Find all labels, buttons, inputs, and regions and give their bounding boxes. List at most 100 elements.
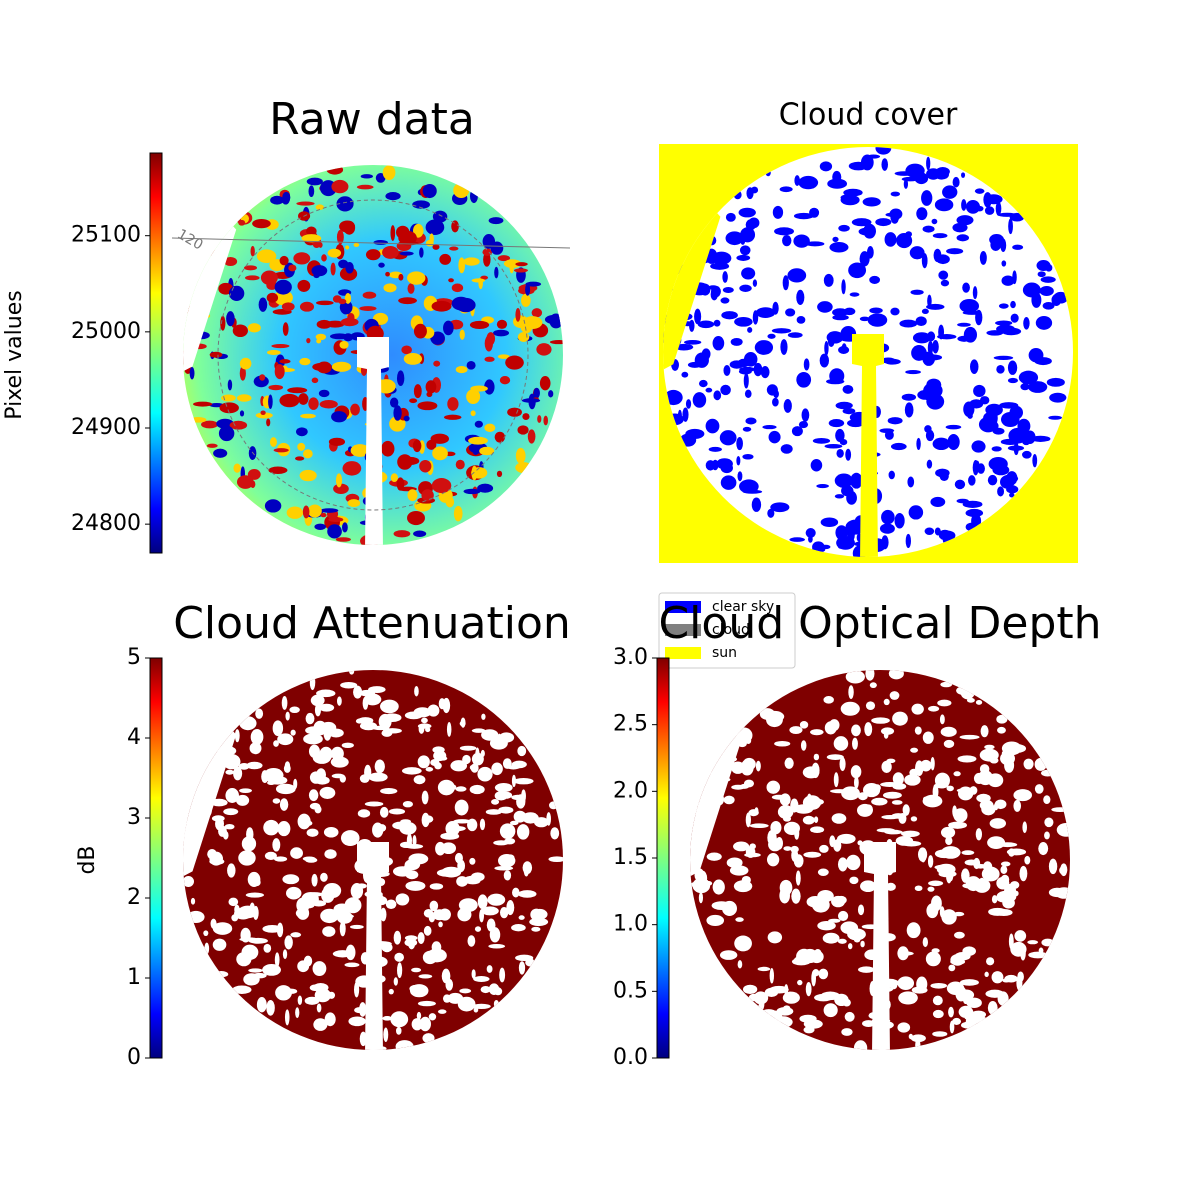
sky-blob xyxy=(925,951,941,967)
sky-blob xyxy=(841,279,846,295)
sky-blob xyxy=(914,885,923,891)
sky-blob xyxy=(454,799,469,816)
sky-blob xyxy=(494,791,508,801)
sky-blob xyxy=(1023,316,1030,330)
sky-blob xyxy=(343,333,354,342)
sky-blob xyxy=(460,717,466,728)
sky-blob xyxy=(926,459,933,469)
sky-blob xyxy=(699,283,711,296)
sky-blob xyxy=(279,798,289,811)
sky-blob xyxy=(321,887,335,903)
sky-blob xyxy=(327,524,342,539)
sky-blob xyxy=(333,483,349,494)
sky-blob xyxy=(413,323,427,339)
sky-blob xyxy=(419,1016,431,1032)
sky-blob xyxy=(684,340,702,345)
sky-blob xyxy=(782,275,789,291)
sky-blob xyxy=(828,918,841,923)
sky-blob xyxy=(518,915,525,920)
sky-blob xyxy=(331,361,352,372)
sky-blob xyxy=(860,880,877,893)
sky-blob xyxy=(712,336,725,351)
sky-blob xyxy=(466,389,481,404)
sky-blob xyxy=(931,218,938,225)
sky-blob xyxy=(450,760,468,772)
sky-blob xyxy=(839,757,846,772)
sky-blob xyxy=(745,812,751,828)
legend-label: cloud xyxy=(712,622,750,638)
sky-blob xyxy=(1024,855,1031,865)
sky-blob xyxy=(378,713,392,730)
sky-blob xyxy=(961,868,970,883)
sky-blob xyxy=(499,376,511,385)
sky-blob xyxy=(915,760,924,776)
sky-blob xyxy=(940,279,950,287)
sky-blob xyxy=(755,760,761,772)
sky-blob xyxy=(833,772,839,788)
sky-blob xyxy=(530,908,543,921)
sky-blob xyxy=(1018,370,1039,385)
sky-blob xyxy=(843,188,863,197)
sky-blob xyxy=(920,852,926,863)
sky-blob xyxy=(741,267,756,280)
sky-blob xyxy=(522,861,533,875)
sky-blob xyxy=(468,436,488,445)
sky-blob xyxy=(869,682,877,689)
sky-blob xyxy=(783,821,800,835)
sky-blob xyxy=(307,504,322,518)
sky-blob xyxy=(1040,276,1056,283)
sky-blob xyxy=(1023,758,1034,770)
sky-blob xyxy=(849,292,860,297)
sky-blob xyxy=(190,897,196,905)
sky-blob xyxy=(770,502,790,513)
sky-blob xyxy=(962,991,969,1005)
sky-blob xyxy=(315,333,327,341)
sky-blob xyxy=(428,1013,437,1021)
sky-blob xyxy=(350,883,364,899)
sky-blob xyxy=(256,997,267,1013)
sky-blob xyxy=(837,910,849,921)
sky-blob xyxy=(353,242,360,247)
sky-blob xyxy=(915,316,927,327)
sky-blob xyxy=(798,421,809,429)
sky-blob xyxy=(903,178,909,189)
sky-blob xyxy=(371,725,390,731)
sky-blob xyxy=(466,361,476,370)
legend-label: sun xyxy=(712,645,737,661)
sky-blob xyxy=(1001,260,1007,267)
sky-blob xyxy=(846,854,861,871)
sky-blob xyxy=(840,701,860,716)
sky-blob xyxy=(370,686,384,692)
sky-image xyxy=(663,147,1073,557)
sky-blob xyxy=(518,890,537,898)
sky-blob xyxy=(1020,383,1030,391)
sky-blob xyxy=(455,297,476,313)
sky-blob xyxy=(881,158,889,171)
sky-blob xyxy=(890,442,907,451)
sky-blob xyxy=(949,1020,955,1034)
sky-blob xyxy=(308,744,320,758)
sky-blob xyxy=(799,721,809,729)
sky-blob xyxy=(888,670,904,680)
sky-blob xyxy=(497,733,502,747)
sky-blob xyxy=(921,253,928,269)
sky-blob xyxy=(264,851,277,860)
sky-blob xyxy=(477,483,494,493)
sky-blob xyxy=(793,234,810,248)
sky-blob xyxy=(312,983,329,993)
sky-blob xyxy=(722,271,728,283)
sky-blob xyxy=(289,706,300,714)
sky-blob xyxy=(232,985,252,994)
sky-blob xyxy=(233,766,243,781)
sky-blob xyxy=(783,846,792,851)
sky-blob xyxy=(345,261,354,274)
sky-blob xyxy=(481,906,499,916)
sky-blob xyxy=(515,308,521,322)
sky-blob xyxy=(1027,940,1039,945)
sky-blob xyxy=(926,903,939,919)
sky-blob xyxy=(733,880,753,893)
sky-blob xyxy=(1050,887,1063,896)
sky-blob xyxy=(1000,865,1008,874)
sky-blob xyxy=(810,458,823,472)
sky-blob xyxy=(772,205,784,219)
